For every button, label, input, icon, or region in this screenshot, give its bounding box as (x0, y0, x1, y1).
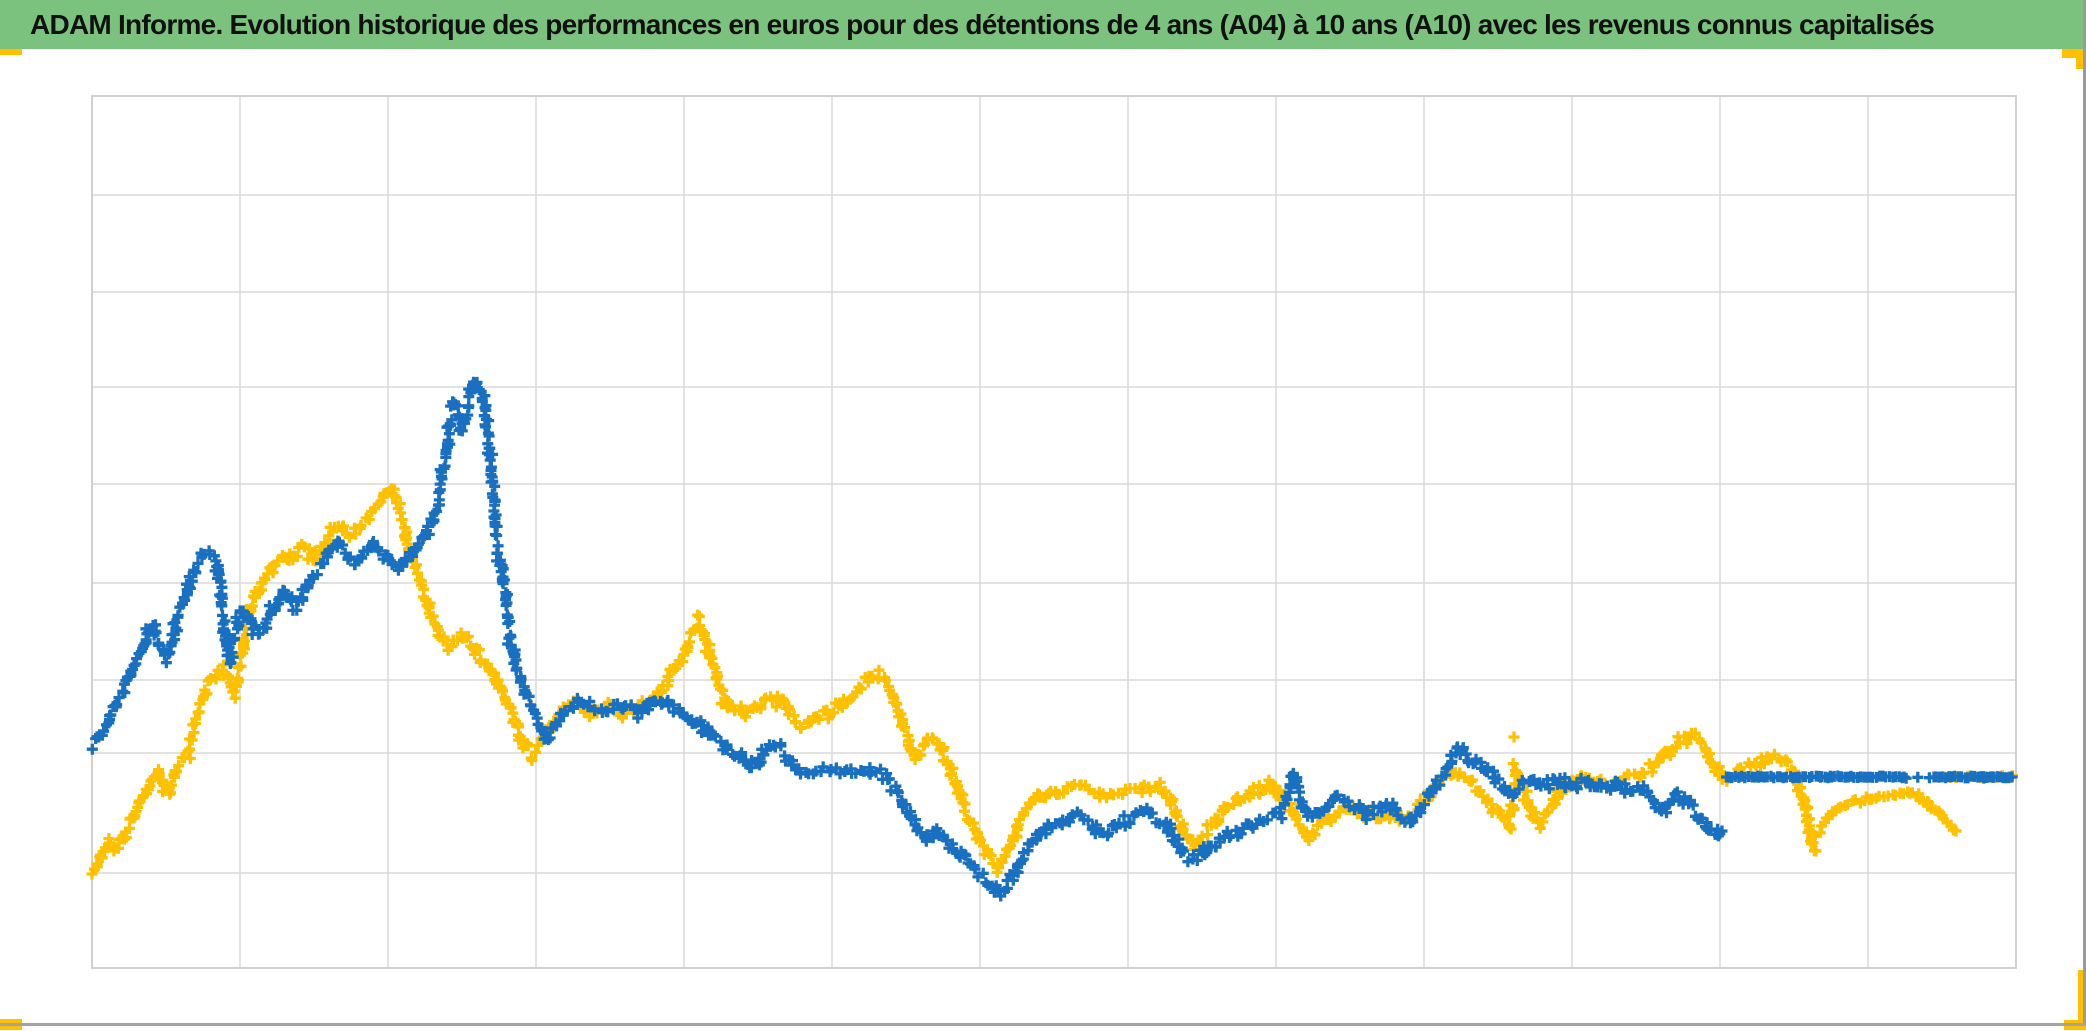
window-right-edge (2083, 0, 2086, 1026)
chart-gridlines (92, 96, 2016, 968)
chart-title: ADAM Informe. Evolution historique des p… (30, 8, 1935, 40)
corner-accent-top-right-v (2076, 49, 2084, 69)
window-bottom-edge (0, 1023, 2086, 1026)
blue-plus-series (86, 376, 2018, 902)
corner-accent-top-right-h (2062, 49, 2084, 58)
chart-plot-border (91, 95, 2017, 969)
corner-accent-top-left (0, 49, 22, 55)
corner-accent-bottom-right-v (2078, 970, 2086, 1024)
title-bar: ADAM Informe. Evolution historique des p… (0, 0, 2086, 49)
